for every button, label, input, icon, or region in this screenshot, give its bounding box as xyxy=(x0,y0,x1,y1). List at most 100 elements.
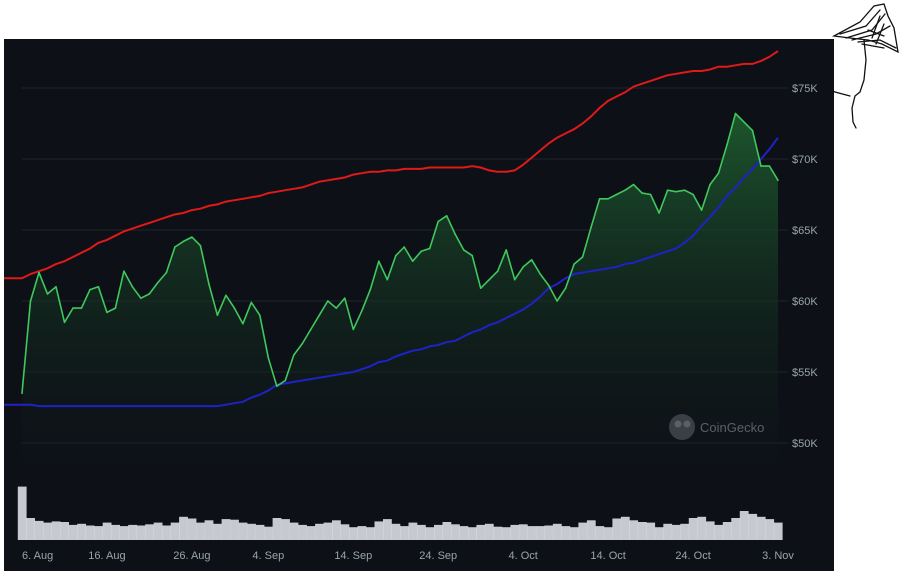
price-point xyxy=(547,284,550,287)
volume-bar xyxy=(654,527,664,540)
volume-bar xyxy=(748,513,758,540)
price-point xyxy=(573,263,575,265)
volume-bar xyxy=(569,527,579,540)
price-point xyxy=(301,342,304,345)
price-point xyxy=(386,278,389,281)
volume-bar xyxy=(26,518,35,540)
volume-bars xyxy=(17,486,783,540)
price-point xyxy=(734,112,737,115)
price-point xyxy=(428,247,431,250)
price-point xyxy=(318,314,321,317)
volume-bar xyxy=(680,523,690,540)
price-point xyxy=(743,121,745,123)
price-point xyxy=(768,165,771,167)
price-point xyxy=(216,314,219,317)
volume-bar xyxy=(400,526,409,540)
volume-bar xyxy=(238,522,248,540)
price-point xyxy=(649,193,652,196)
volume-bar xyxy=(603,527,613,540)
volume-bar xyxy=(34,520,44,540)
price-point xyxy=(522,266,524,268)
price-point xyxy=(717,172,720,174)
volume-bar xyxy=(722,522,732,540)
volume-bar xyxy=(366,527,375,540)
volume-bar xyxy=(289,522,299,540)
price-point xyxy=(403,246,406,248)
price-point xyxy=(683,189,686,192)
volume-bar xyxy=(620,516,630,540)
y-axis-ticks: $50K $55K $60K $65K $70K $75K xyxy=(792,83,818,450)
price-point xyxy=(479,287,482,290)
price-point xyxy=(131,286,134,288)
volume-bar xyxy=(221,519,231,540)
price-point xyxy=(199,244,202,247)
volume-bar xyxy=(629,520,639,540)
volume-bar xyxy=(493,526,503,540)
y-tick-label: $50K xyxy=(792,438,818,450)
volume-bar xyxy=(637,522,647,540)
price-point xyxy=(284,379,287,382)
price-point xyxy=(530,259,533,261)
price-point xyxy=(21,392,23,395)
volume-bar xyxy=(561,526,571,540)
volume-bar xyxy=(773,522,783,540)
volume-bar xyxy=(535,526,545,540)
volume-bar xyxy=(646,522,656,540)
price-point xyxy=(692,193,694,196)
x-tick-label: 26. Aug xyxy=(173,550,210,562)
y-tick-label: $75K xyxy=(792,83,818,95)
upper-band-line xyxy=(4,50,779,280)
price-point xyxy=(420,250,423,253)
volume-bar xyxy=(128,524,137,540)
price-point xyxy=(233,307,236,309)
volume-bar xyxy=(671,524,681,540)
price-point xyxy=(632,183,635,186)
price-point xyxy=(437,220,440,223)
price-point xyxy=(751,129,754,132)
price-point xyxy=(445,215,448,217)
volume-bar xyxy=(527,526,537,540)
price-point xyxy=(624,189,626,192)
volume-bar xyxy=(255,524,265,540)
volume-bar xyxy=(60,522,69,540)
volume-bar xyxy=(94,526,103,540)
price-point xyxy=(191,236,193,238)
price-point xyxy=(259,314,261,317)
price-point xyxy=(369,288,372,291)
volume-bar xyxy=(298,524,307,540)
price-point xyxy=(343,297,346,299)
price-point xyxy=(106,311,108,314)
price-point xyxy=(666,189,669,192)
volume-bar xyxy=(451,524,460,540)
volume-bar xyxy=(383,519,392,540)
x-axis-ticks: 6. Aug 16. Aug 26. Aug 4. Sep 14. Sep 24. Sep… xyxy=(22,550,794,562)
volume-bar xyxy=(179,516,188,540)
volume-bar xyxy=(332,520,341,540)
x-tick-label: 14. Sep xyxy=(334,550,372,562)
volume-bar xyxy=(315,523,324,540)
volume-bar xyxy=(374,521,384,540)
price-point xyxy=(556,300,558,302)
volume-bar xyxy=(391,523,401,540)
volume-bar xyxy=(434,524,443,540)
volume-bar xyxy=(230,519,239,540)
price-point xyxy=(208,283,210,285)
price-point xyxy=(581,256,584,258)
price-point xyxy=(72,307,74,309)
volume-bar xyxy=(459,526,469,540)
volume-bar xyxy=(349,527,358,540)
volume-bar xyxy=(688,518,698,540)
price-point xyxy=(471,254,474,257)
price-point xyxy=(352,328,355,331)
volume-bar xyxy=(484,523,494,540)
volume-bar xyxy=(518,524,528,540)
price-point xyxy=(462,249,465,251)
volume-bar xyxy=(43,522,52,540)
price-point xyxy=(377,260,380,263)
x-tick-label: 3. Nov xyxy=(762,550,794,562)
price-point xyxy=(182,240,185,243)
x-tick-label: 4. Oct xyxy=(508,550,537,562)
volume-bar xyxy=(119,526,129,540)
volume-bar xyxy=(357,526,367,540)
